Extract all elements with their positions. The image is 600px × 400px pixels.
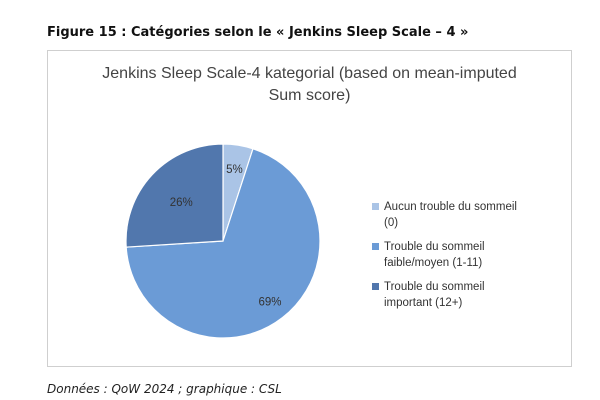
- chart-title: Jenkins Sleep Scale-4 kategorial (based …: [48, 63, 571, 107]
- legend-label: Trouble du sommeil: [384, 281, 485, 293]
- legend-item-aucun-trouble: Aucun trouble du sommeil (0): [372, 199, 517, 231]
- legend: Aucun trouble du sommeil (0) Trouble du …: [372, 199, 517, 319]
- source-note: Données : QoW 2024 ; graphique : CSL: [47, 382, 282, 396]
- data-label-trouble-important: 26%: [170, 197, 193, 209]
- figure-title: Figure 15 : Catégories selon le « Jenkin…: [47, 25, 469, 40]
- pie-slice-trouble-faible: [125, 147, 321, 339]
- legend-label: faible/moyen (1-11): [384, 257, 483, 269]
- data-label-trouble-faible: 69%: [258, 297, 281, 309]
- chart-area: Jenkins Sleep Scale-4 kategorial (based …: [47, 50, 572, 367]
- chart-title-line-1: Jenkins Sleep Scale-4 kategorial (based …: [102, 65, 517, 82]
- legend-swatch: [372, 203, 379, 210]
- legend-item-trouble-faible: Trouble du sommeil faible/moyen (1-11): [372, 239, 517, 271]
- legend-swatch: [372, 283, 379, 290]
- chart-title-line-2: Sum score): [268, 87, 351, 104]
- legend-swatch: [372, 243, 379, 250]
- legend-label: important (12+): [384, 297, 463, 309]
- legend-label: Aucun trouble du sommeil: [384, 201, 517, 213]
- legend-item-trouble-important: Trouble du sommeil important (12+): [372, 279, 517, 311]
- pie-slice-trouble-important: [125, 143, 224, 248]
- legend-label: (0): [384, 217, 399, 229]
- pie-chart: 5% 69% 26%: [125, 143, 321, 339]
- legend-label: Trouble du sommeil: [384, 241, 485, 253]
- data-label-aucun-trouble: 5%: [226, 164, 243, 176]
